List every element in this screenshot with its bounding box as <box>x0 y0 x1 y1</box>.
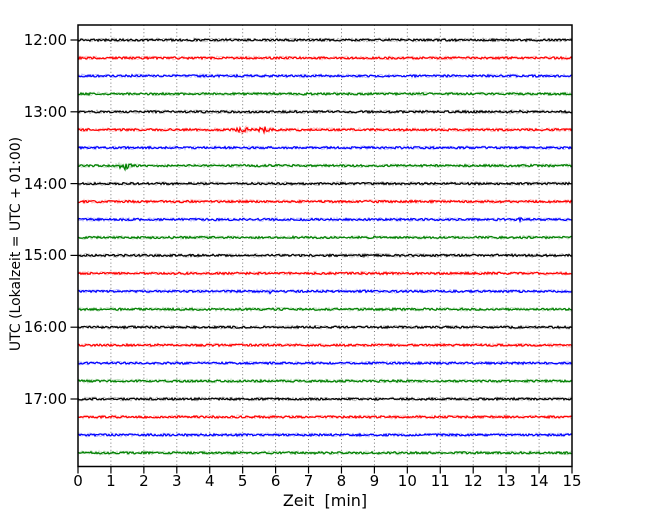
y-tick-label: 17:00 <box>23 390 67 408</box>
y-tick-label: 15:00 <box>23 246 67 265</box>
x-tick-label: 3 <box>172 472 182 490</box>
x-tick-label: 9 <box>369 472 380 490</box>
y-tick-label: 12:00 <box>23 31 67 49</box>
plot-frame <box>77 24 573 468</box>
trace-13:45 <box>77 162 573 172</box>
trace-fuzz-14:45 <box>77 234 573 241</box>
trace-17:00 <box>77 396 573 402</box>
trace-15:45 <box>77 307 573 312</box>
x-tick-label: 8 <box>336 472 347 490</box>
trace-17:30 <box>77 432 573 438</box>
trace-12:45 <box>77 91 573 97</box>
trace-16:45 <box>77 378 573 384</box>
trace-13:00 <box>77 109 573 115</box>
trace-14:15 <box>77 199 573 204</box>
trace-15:30 <box>77 288 573 295</box>
x-tick-label: 7 <box>303 472 314 490</box>
trace-12:15 <box>77 55 573 61</box>
x-tick-label: 13 <box>496 472 516 490</box>
trace-fuzz-16:00 <box>77 324 573 331</box>
trace-15:15 <box>77 270 573 276</box>
trace-fuzz-16:15 <box>77 341 573 349</box>
x-tick-label: 11 <box>430 472 450 490</box>
x-tick-label: 2 <box>139 472 149 490</box>
trace-14:30 <box>77 216 573 224</box>
y-tick-label: 14:00 <box>23 174 67 193</box>
trace-fuzz-12:00 <box>77 36 573 44</box>
x-tick-label: 4 <box>204 472 215 490</box>
x-tick-label: 6 <box>270 472 281 490</box>
trace-fuzz-17:00 <box>77 395 573 403</box>
x-tick-label: 0 <box>73 472 83 490</box>
trace-16:30 <box>77 360 573 366</box>
trace-12:30 <box>77 73 573 79</box>
trace-fuzz-13:00 <box>77 108 573 116</box>
trace-14:00 <box>77 181 572 186</box>
y-tick-label: 16:00 <box>23 318 67 337</box>
x-tick-label: 1 <box>106 472 116 490</box>
trace-14:45 <box>77 235 573 240</box>
trace-13:15 <box>77 125 573 135</box>
trace-17:45 <box>77 450 573 456</box>
y-tick-label: 13:00 <box>23 102 67 121</box>
x-tick-label: 12 <box>463 472 483 490</box>
trace-16:00 <box>77 325 573 330</box>
x-tick-label: 5 <box>237 472 248 490</box>
trace-17:15 <box>77 414 573 420</box>
x-tick-label: 10 <box>397 472 417 490</box>
x-tick-label: 14 <box>529 472 549 490</box>
trace-13:30 <box>77 145 573 150</box>
x-tick-label: 15 <box>562 472 582 490</box>
trace-15:00 <box>77 253 573 258</box>
x-axis-label: Zeit [min] <box>282 491 368 510</box>
trace-16:15 <box>77 342 573 348</box>
trace-12:00 <box>77 37 573 43</box>
